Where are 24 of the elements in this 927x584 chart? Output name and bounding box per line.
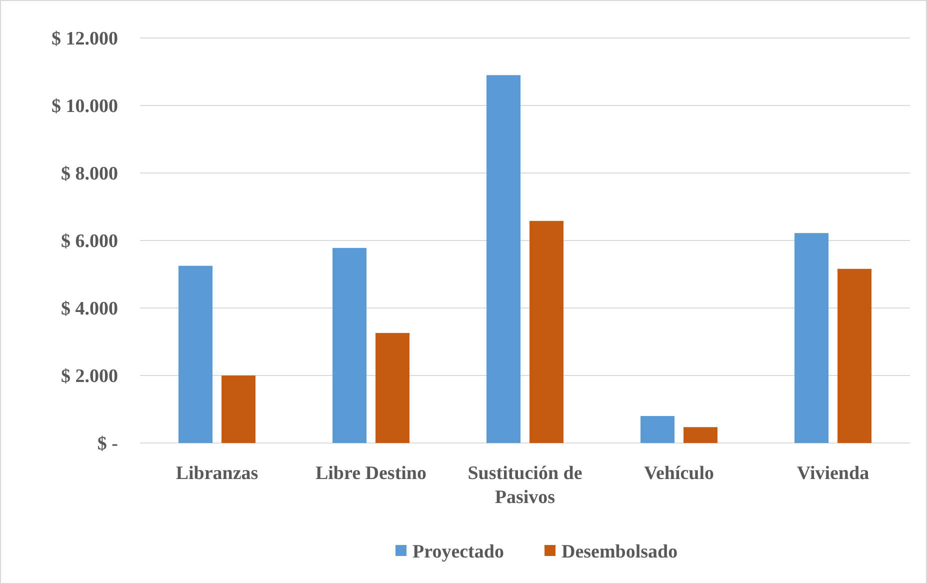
x-tick-label: Libre Destino xyxy=(315,463,427,484)
y-tick-label: $ 12.000 xyxy=(52,28,118,50)
x-tick-label: Vehículo xyxy=(644,463,714,484)
bar xyxy=(530,220,564,443)
bar xyxy=(838,268,872,443)
y-tick-label: $ - xyxy=(97,434,118,455)
y-tick-label: $ 4.000 xyxy=(61,298,118,320)
bar xyxy=(794,233,828,443)
bar xyxy=(222,376,256,443)
x-tick-label: Sustitución de Pasivos xyxy=(468,463,582,508)
bar xyxy=(332,248,366,443)
legend-label: Desembolsado xyxy=(562,542,678,563)
y-tick-label: $ 8.000 xyxy=(61,164,118,185)
bar xyxy=(684,427,718,443)
bar xyxy=(376,332,410,443)
y-tick-label: $ 6.000 xyxy=(61,231,118,252)
x-tick-label: Libranzas xyxy=(176,463,258,484)
bar xyxy=(486,75,520,443)
y-tick-label: $ 2.000 xyxy=(61,366,118,388)
legend-label: Proyectado xyxy=(412,542,504,563)
x-tick-label: Vivienda xyxy=(796,463,870,484)
y-tick-label: $ 10.000 xyxy=(52,96,118,118)
bar xyxy=(178,266,212,443)
bar xyxy=(640,416,674,443)
